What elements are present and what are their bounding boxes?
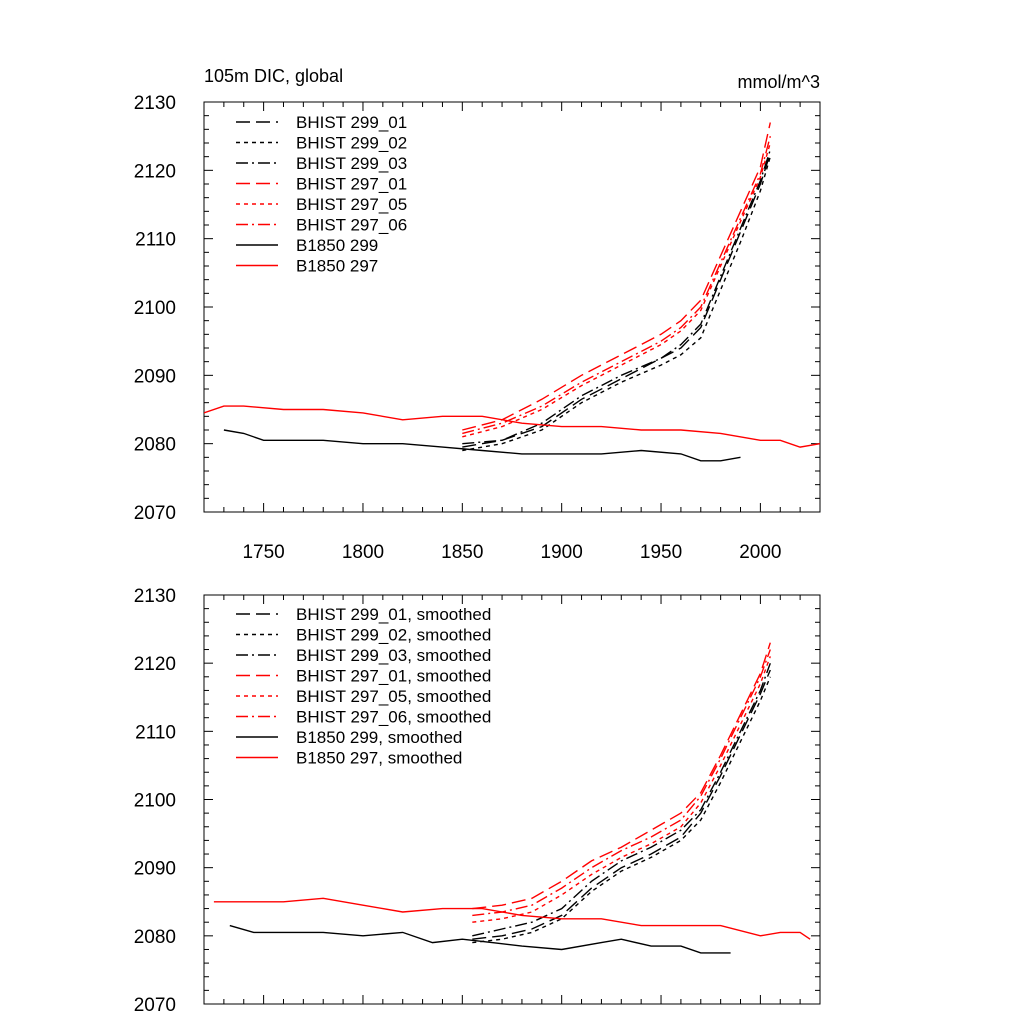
- series-line-2: [462, 149, 771, 445]
- y-tick-label: 2110: [135, 230, 176, 251]
- series-line-4: [462, 142, 771, 438]
- legend-label: BHIST 297_06, smoothed: [296, 708, 491, 727]
- x-tick-label: 1850: [441, 542, 483, 563]
- legend-label: BHIST 299_01, smoothed: [296, 605, 491, 624]
- y-tick-label: 2130: [134, 586, 176, 607]
- legend-label: B1850 297, smoothed: [296, 749, 462, 768]
- legend-label: BHIST 299_02, smoothed: [296, 626, 491, 645]
- series-line-5: [462, 136, 771, 435]
- y-tick-label: 2120: [134, 654, 176, 675]
- series-line-4: [472, 656, 771, 923]
- series-line-0: [462, 153, 771, 448]
- legend-label: BHIST 297_01, smoothed: [296, 667, 491, 686]
- legend-label: BHIST 297_01: [296, 175, 407, 194]
- series-line-7: [204, 405, 820, 448]
- y-tick-label: 2120: [134, 161, 176, 182]
- bottom-panel: 2070 2080 2090 2100 2110 2120 2130 BHIST 299_01…: [134, 586, 821, 1016]
- legend-label: BHIST 299_01: [296, 113, 407, 132]
- series-line-1: [472, 676, 771, 944]
- y-tick-label: 2100: [134, 791, 176, 812]
- x-tick-label: 2000: [739, 542, 781, 563]
- x-tick-label: 1750: [242, 542, 284, 563]
- legend-label: BHIST 297_05, smoothed: [296, 687, 491, 706]
- legend-label: BHIST 297_05: [296, 195, 407, 214]
- series-line-3: [462, 122, 771, 431]
- y-tick-label: 2070: [134, 503, 176, 524]
- y-tick-label: 2100: [134, 298, 176, 319]
- series-line-0: [472, 669, 771, 940]
- y-tick-label: 2090: [134, 859, 176, 880]
- series-line-6: [229, 924, 731, 954]
- y-tick-label: 2130: [134, 93, 176, 114]
- legend-label: BHIST 299_03: [296, 154, 407, 173]
- legend-label: BHIST 297_06: [296, 216, 407, 235]
- units-label: mmol/m^3: [738, 72, 820, 92]
- top-panel: 105m DIC, global mmol/m^3 2070 2080 2090 21…: [134, 66, 821, 563]
- legend-label: BHIST 299_02: [296, 134, 407, 153]
- y-tick-label: 2080: [134, 435, 176, 456]
- legend-label: B1850 299, smoothed: [296, 728, 462, 747]
- series-line-1: [462, 156, 771, 452]
- x-tick-label: 1800: [342, 542, 384, 563]
- series-line-2: [472, 662, 771, 937]
- legend-label: B1850 297: [296, 257, 378, 276]
- y-tick-label: 2080: [134, 927, 176, 948]
- legend-label: B1850 299: [296, 236, 378, 255]
- y-tick-label: 2110: [135, 722, 176, 743]
- legend-label: BHIST 299_03, smoothed: [296, 646, 491, 665]
- series-line-6: [223, 429, 741, 462]
- y-tick-label: 2070: [134, 995, 176, 1016]
- x-tick-label: 1950: [640, 542, 682, 563]
- panel-title: 105m DIC, global: [204, 66, 343, 86]
- series-line-5: [472, 649, 771, 917]
- y-tick-label: 2090: [134, 366, 176, 387]
- series-line-3: [472, 642, 771, 910]
- x-tick-label: 1900: [541, 542, 583, 563]
- series-line-7: [213, 897, 811, 940]
